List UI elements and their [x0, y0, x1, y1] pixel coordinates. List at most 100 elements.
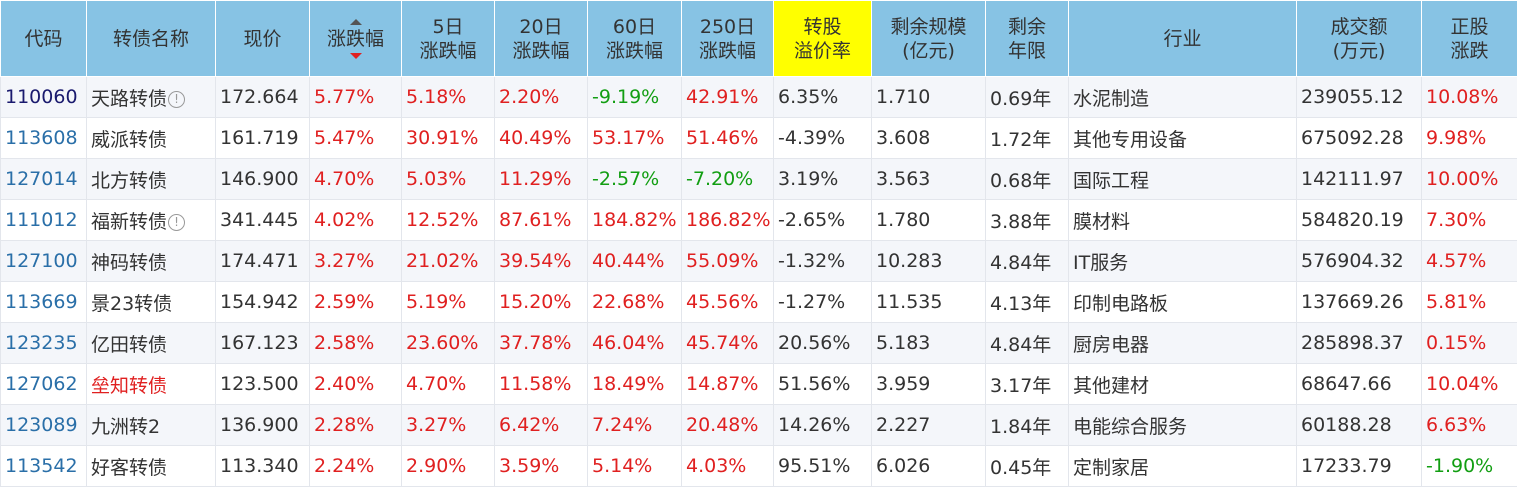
cell-text: 电能综合服务	[1073, 415, 1188, 438]
cell-price: 167.123	[215, 322, 310, 364]
cell-change-20d: 11.58%	[494, 363, 588, 405]
header-change-20d[interactable]: 20日 涨跌幅	[494, 0, 588, 77]
cell-text: -1.32%	[778, 250, 846, 272]
cell-change-60d: 184.82%	[587, 199, 682, 241]
cell-name[interactable]: 好客转债	[86, 445, 216, 487]
cell-change-20d: 6.42%	[494, 404, 588, 446]
table-row[interactable]: 113542 好客转债 113.340 2.24% 2.90% 3.59% 5.14% 4.0…	[0, 445, 1517, 487]
header-change-250d[interactable]: 250日 涨跌幅	[681, 0, 774, 77]
cell-text: 5.77%	[314, 86, 375, 108]
header-remaining-scale[interactable]: 剩余规模 (亿元)	[871, 0, 986, 77]
cell-code[interactable]: 123089	[0, 404, 87, 446]
cell-text: 3.959	[876, 373, 931, 395]
cell-industry: 定制家居	[1068, 445, 1297, 487]
cell-name[interactable]: 景23转债	[86, 281, 216, 323]
cell-text: 137669.26	[1301, 291, 1404, 313]
header-change-60d[interactable]: 60日 涨跌幅	[587, 0, 682, 77]
cell-text: 1.72年	[990, 128, 1052, 151]
sort-up-icon[interactable]	[349, 18, 362, 25]
info-icon[interactable]: !	[168, 213, 186, 231]
header-change[interactable]: 涨跌幅	[309, 0, 402, 77]
cell-remaining-scale: 5.183	[871, 322, 986, 364]
cell-code[interactable]: 127062	[0, 363, 87, 405]
cell-industry: 印制电路板	[1068, 281, 1297, 323]
cell-text: -9.19%	[592, 86, 660, 108]
cell-code[interactable]: 127100	[0, 240, 87, 282]
cell-code[interactable]: 113669	[0, 281, 87, 323]
header-code[interactable]: 代码	[0, 0, 87, 77]
cell-text: 127014	[5, 168, 78, 190]
cell-name[interactable]: 亿田转债	[86, 322, 216, 364]
cell-text: 6.63%	[1426, 414, 1487, 436]
cell-text: 18.49%	[592, 373, 665, 395]
table-row[interactable]: 123089 九洲转2 136.900 2.28% 3.27% 6.42% 7.24% 20.…	[0, 404, 1517, 446]
cell-change-20d: 39.54%	[494, 240, 588, 282]
cell-text: 1.84年	[990, 415, 1052, 438]
header-premium[interactable]: 转股 溢价率	[773, 0, 872, 77]
cell-name[interactable]: 天路转债!	[86, 76, 216, 118]
cell-text: 184.82%	[592, 209, 677, 231]
cell-name[interactable]: 北方转债	[86, 158, 216, 200]
cell-name[interactable]: 神码转债	[86, 240, 216, 282]
cell-text: 341.445	[220, 209, 299, 231]
cell-text: 2.24%	[314, 455, 375, 477]
cell-stock-change: 7.30%	[1421, 199, 1517, 241]
header-label: 涨跌幅	[326, 27, 384, 50]
cell-text: 厨房电器	[1073, 333, 1150, 356]
cell-text: 0.69年	[990, 87, 1052, 110]
table-row[interactable]: 113669 景23转债 154.942 2.59% 5.19% 15.20% 22.68%…	[0, 281, 1517, 323]
cell-text: 5.18%	[406, 86, 467, 108]
cell-change-250d: 45.74%	[681, 322, 774, 364]
cell-amount: 137669.26	[1296, 281, 1422, 323]
cell-change: 2.59%	[309, 281, 402, 323]
cell-text: 6.026	[876, 455, 931, 477]
cell-remaining-scale: 3.608	[871, 117, 986, 159]
cell-name[interactable]: 九洲转2	[86, 404, 216, 446]
table-row[interactable]: 123235 亿田转债 167.123 2.58% 23.60% 37.78% 46.04%…	[0, 322, 1517, 364]
cell-code[interactable]: 111012	[0, 199, 87, 241]
header-label-2: (亿元)	[902, 39, 955, 62]
cell-code[interactable]: 113542	[0, 445, 87, 487]
cell-premium: 14.26%	[773, 404, 872, 446]
header-industry[interactable]: 行业	[1068, 0, 1297, 77]
cell-text: 2.20%	[499, 86, 560, 108]
table-row[interactable]: 127062 垒知转债 123.500 2.40% 4.70% 11.58% 18.49% 1…	[0, 363, 1517, 405]
table-row[interactable]: 127014 北方转债 146.900 4.70% 5.03% 11.29% -2.57% -…	[0, 158, 1517, 200]
cell-text: 40.44%	[592, 250, 665, 272]
header-name[interactable]: 转债名称	[86, 0, 216, 77]
table-row[interactable]: 127100 神码转债 174.471 3.27% 21.02% 39.54% 40.44%…	[0, 240, 1517, 282]
cell-name[interactable]: 威派转债	[86, 117, 216, 159]
table-row[interactable]: 113608 威派转债 161.719 5.47% 30.91% 40.49% 53.17%…	[0, 117, 1517, 159]
sort-down-icon[interactable]	[349, 52, 362, 59]
cell-text: 10.04%	[1426, 373, 1499, 395]
table-row[interactable]: 110060 天路转债! 172.664 5.77% 5.18% 2.20% -9.19% 4…	[0, 76, 1517, 118]
cell-code[interactable]: 110060	[0, 76, 87, 118]
cell-text: 123.500	[220, 373, 299, 395]
cell-code[interactable]: 113608	[0, 117, 87, 159]
header-stock-change[interactable]: 正股 涨跌	[1421, 0, 1517, 77]
cell-name[interactable]: 垒知转债	[86, 363, 216, 405]
header-price[interactable]: 现价	[215, 0, 310, 77]
cell-name[interactable]: 福新转债!	[86, 199, 216, 241]
header-label-2: 年限	[1007, 39, 1046, 62]
table-row[interactable]: 111012 福新转债! 341.445 4.02% 12.52% 87.61% 184.8…	[0, 199, 1517, 241]
header-remaining-years[interactable]: 剩余 年限	[985, 0, 1069, 77]
info-icon[interactable]: !	[168, 90, 186, 108]
cell-text: 6.35%	[778, 86, 839, 108]
cell-text: 北方转债	[91, 169, 168, 192]
header-amount[interactable]: 成交额 (万元)	[1296, 0, 1422, 77]
cell-text: 威派转债	[91, 128, 168, 151]
cell-text: 神码转债	[91, 251, 168, 274]
cell-text: 172.664	[220, 86, 299, 108]
cell-stock-change: 6.63%	[1421, 404, 1517, 446]
cell-change-5d: 12.52%	[401, 199, 495, 241]
cell-code[interactable]: 127014	[0, 158, 87, 200]
cell-text: 景23转债	[91, 292, 173, 315]
cell-change-5d: 21.02%	[401, 240, 495, 282]
cell-remaining-scale: 3.959	[871, 363, 986, 405]
cell-change-250d: 51.46%	[681, 117, 774, 159]
cell-code[interactable]: 123235	[0, 322, 87, 364]
cell-stock-change: -1.90%	[1421, 445, 1517, 487]
header-change-5d[interactable]: 5日 涨跌幅	[401, 0, 495, 77]
